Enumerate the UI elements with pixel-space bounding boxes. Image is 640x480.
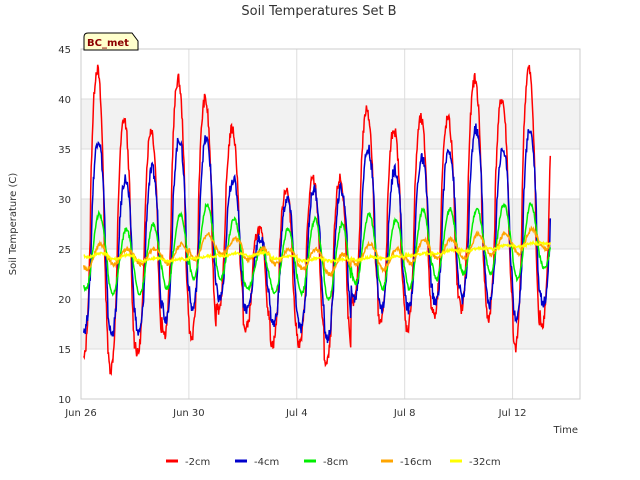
y-tick-label: 30 [58, 195, 71, 206]
plot-frame [80, 48, 581, 400]
y-tick-label: 45 [58, 45, 71, 56]
y-tick-label: 35 [58, 145, 71, 156]
legend-label: -32cm [469, 457, 501, 468]
x-axis-label: Time [553, 425, 578, 436]
x-tick-label: Jun 26 [64, 408, 97, 419]
chart-title: Soil Temperatures Set B [241, 4, 396, 19]
y-axis-label: Soil Temperature (C) [8, 173, 19, 276]
x-tick-label: Jul 4 [285, 408, 308, 419]
y-tick-label: 10 [58, 395, 71, 406]
annotation-badge: BC_met [83, 32, 139, 51]
legend: -2cm -4cm -8cm -16cm -32cm [166, 457, 501, 468]
x-tick-label: Jul 12 [498, 408, 527, 419]
series-line-minus-16cm [82, 225, 551, 278]
series-line-minus-4cm [82, 123, 552, 344]
y-tick-label: 15 [58, 345, 71, 356]
plot-background [81, 49, 580, 399]
y-axis-ticks: 10 15 20 25 30 35 40 45 [58, 45, 71, 406]
annotation-label: BC_met [87, 38, 129, 49]
series-line-minus-8cm [82, 202, 552, 301]
legend-label: -2cm [185, 457, 210, 468]
x-tick-label: Jul 8 [393, 408, 416, 419]
legend-label: -8cm [323, 457, 348, 468]
y-tick-label: 40 [58, 95, 71, 106]
x-tick-label: Jun 30 [172, 408, 205, 419]
grid-band [81, 349, 580, 399]
legend-label: -16cm [400, 457, 432, 468]
y-tick-label: 20 [58, 295, 71, 306]
y-tick-label: 25 [58, 245, 71, 256]
series-lines [82, 64, 552, 377]
series-line-minus-32cm [83, 239, 552, 265]
grid-band [81, 49, 580, 99]
legend-label: -4cm [254, 457, 279, 468]
x-axis-ticks: Jun 26 Jun 30 Jul 4 Jul 8 Jul 12 [64, 408, 526, 419]
